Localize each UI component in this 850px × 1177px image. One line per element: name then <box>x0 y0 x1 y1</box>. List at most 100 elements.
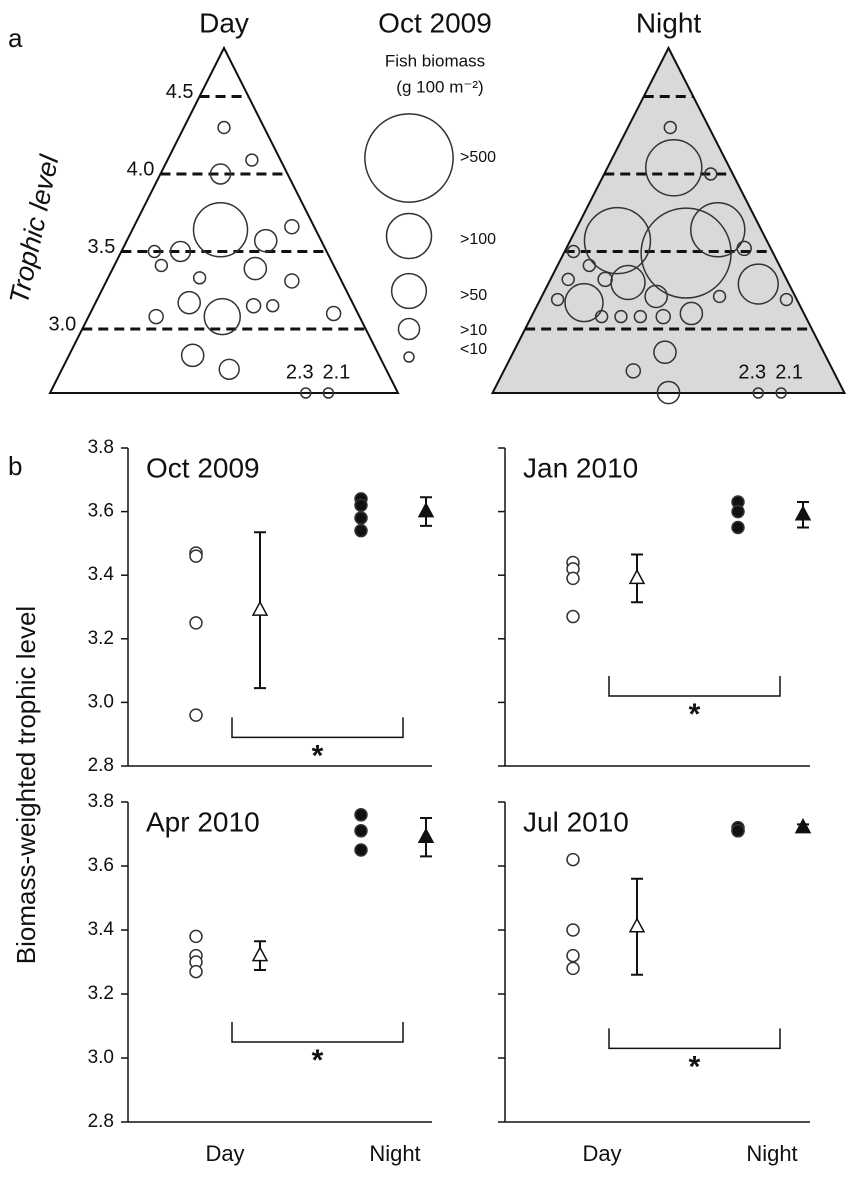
point <box>566 609 580 624</box>
panel-label: a <box>8 23 23 53</box>
mean-marker <box>251 946 269 962</box>
bubble <box>644 284 668 309</box>
bubble <box>245 297 262 314</box>
mean-marker <box>794 818 812 834</box>
significance-label: * <box>312 1044 324 1077</box>
bubble <box>154 258 169 273</box>
bubble <box>645 139 703 197</box>
y-tick-label: 3.4 <box>88 564 115 585</box>
x-tick-label: Day <box>582 1141 621 1166</box>
bubble <box>148 308 164 325</box>
legend-title: Fish biomass <box>385 51 485 70</box>
panel-title: Jul 2010 <box>523 806 629 837</box>
y-tick-label: 2.8 <box>88 755 114 776</box>
offscale-label: 2.1 <box>775 361 803 383</box>
chart-title: Oct 2009 <box>378 7 492 38</box>
bubble <box>217 120 231 135</box>
point <box>189 929 203 944</box>
panel-label: b <box>8 451 22 481</box>
offscale-bubble <box>322 387 335 399</box>
bubble <box>633 309 648 324</box>
offscale-bubble <box>752 387 765 399</box>
panel-title: Oct 2009 <box>146 452 260 483</box>
point <box>354 808 368 822</box>
significance-label: * <box>312 739 324 772</box>
significance-bracket <box>608 1028 781 1050</box>
legend-bubble <box>403 351 415 363</box>
mean-marker <box>628 568 646 585</box>
point <box>566 852 580 867</box>
bubble <box>243 256 268 281</box>
point <box>189 616 203 630</box>
legend-label: >100 <box>460 231 496 248</box>
bubble <box>614 309 628 324</box>
point <box>354 511 368 525</box>
point <box>189 708 203 722</box>
point <box>354 498 368 512</box>
offscale-label: 2.3 <box>286 361 314 383</box>
bubble <box>209 163 232 185</box>
bubble <box>561 272 575 287</box>
mean-marker <box>628 917 646 933</box>
point <box>189 964 203 979</box>
panel-title: Jan 2010 <box>523 452 638 483</box>
mean-marker <box>417 827 435 843</box>
legend-label: <10 <box>460 341 487 358</box>
legend-bubble <box>385 212 433 260</box>
triangle <box>490 45 847 394</box>
mean-marker <box>417 502 435 518</box>
y-tick-label: 3.5 <box>88 236 116 258</box>
y-tick-label: 3.2 <box>88 983 114 1004</box>
offscale-label: 2.3 <box>738 361 766 383</box>
bubble <box>177 290 202 315</box>
significance-label: * <box>689 698 701 731</box>
y-tick-label: 4.0 <box>127 158 155 180</box>
offscale-bubble <box>775 387 787 399</box>
point <box>731 824 745 838</box>
bubble <box>266 299 280 313</box>
bubble <box>594 309 609 324</box>
y-tick-label: 3.6 <box>88 855 114 876</box>
significance-bracket <box>608 676 781 697</box>
bubble <box>736 240 752 257</box>
bubble <box>180 343 205 368</box>
bubble <box>704 167 718 181</box>
point <box>354 824 368 838</box>
y-tick-label: 3.0 <box>88 1047 114 1068</box>
bubble <box>325 305 342 322</box>
y-tick-label: 3.8 <box>88 437 114 458</box>
y-tick-label: 3.0 <box>88 691 114 712</box>
legend-bubble <box>390 272 428 310</box>
bubble <box>597 271 613 288</box>
point <box>354 843 368 857</box>
significance-bracket <box>231 1022 404 1043</box>
significance-label: * <box>689 1050 701 1083</box>
legend-label: >500 <box>460 149 496 166</box>
bubble <box>284 218 300 235</box>
offscale-bubble <box>300 387 312 399</box>
point <box>731 520 745 535</box>
y-axis-label: Biomass-weighted trophic level <box>11 606 41 964</box>
bubble <box>655 308 671 325</box>
bubble <box>203 297 241 336</box>
bubble <box>253 228 278 253</box>
point <box>566 961 580 976</box>
y-tick-label: 3.2 <box>88 628 114 649</box>
bubble <box>779 292 794 307</box>
point <box>189 549 203 563</box>
bubble <box>284 273 300 289</box>
legend-unit: (g 100 m⁻²) <box>396 77 483 96</box>
x-tick-label: Night <box>746 1141 797 1166</box>
point <box>566 923 580 937</box>
significance-bracket <box>231 717 404 739</box>
point <box>566 571 580 586</box>
bubble <box>218 358 240 380</box>
bubble <box>550 292 565 307</box>
y-tick-label: 3.8 <box>88 791 114 812</box>
mean-marker <box>794 505 812 521</box>
x-tick-label: Night <box>369 1141 420 1166</box>
y-tick-label: 2.8 <box>88 1111 114 1132</box>
triangle <box>48 45 400 394</box>
